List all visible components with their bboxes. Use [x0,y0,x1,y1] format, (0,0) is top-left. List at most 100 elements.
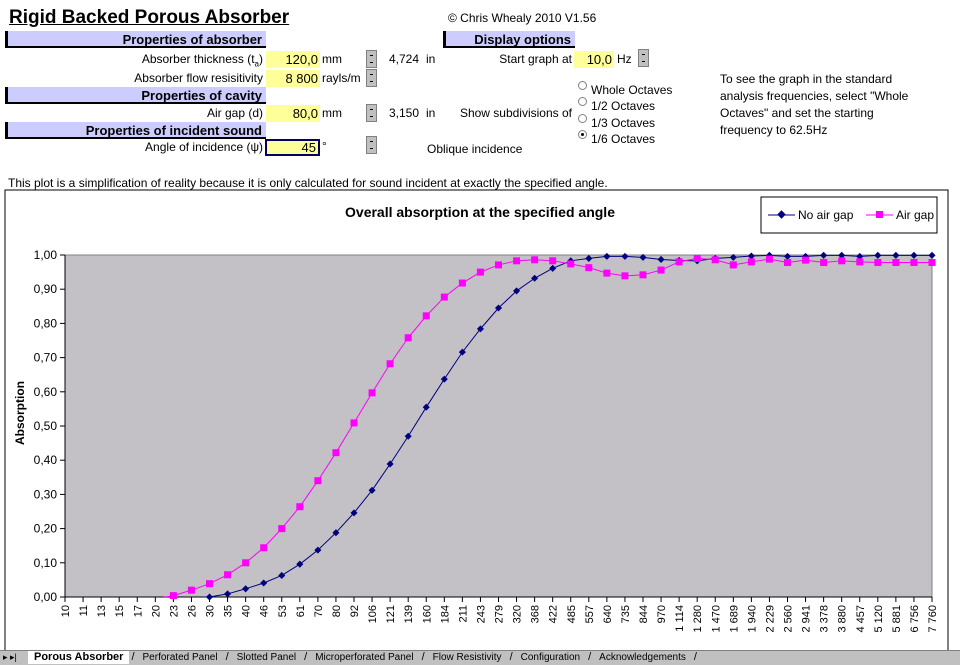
frequency-note: To see the graph in the standard analysi… [720,72,909,137]
sheet-tabs: ▸ ▸| Porous Absorber / Perforated Panel / Sl… [0,650,960,665]
radio-half-octaves[interactable]: 1/2 Octaves [578,97,655,113]
data-point-air-gap [495,261,502,269]
data-point-air-gap [910,259,918,267]
x-tick-label: 1 689 [728,605,740,633]
x-tick-label: 40 [241,605,253,617]
data-point-air-gap [585,264,593,272]
data-point-no-air-gap [314,546,322,554]
data-point-air-gap [711,256,719,264]
tab-slotted-panel[interactable]: Slotted Panel [230,651,303,664]
radio-selected-icon [578,130,587,139]
plot-area [64,254,933,598]
data-point-no-air-gap [494,304,503,312]
data-point-air-gap [747,258,755,266]
data-point-air-gap [856,258,864,266]
x-tick-label: 4 457 [855,605,867,633]
legend: No air gap Air gap [760,196,938,234]
airgap-input[interactable]: 80,0 [266,105,320,122]
airgap-inches: 3,150 [389,106,420,120]
resistivity-input[interactable]: 8 800 [266,70,320,87]
x-tick-label: 2 560 [783,605,795,633]
data-point-no-air-gap [260,579,268,587]
angle-input[interactable]: 45 [265,139,320,156]
tab-separator: / [421,651,425,663]
y-tick-label: 0,70 [34,351,58,365]
x-tick-label: 15 [114,605,126,617]
angle-spinner[interactable] [366,136,377,154]
data-point-air-gap [476,268,484,276]
tab-flow-resistivity[interactable]: Flow Resistivity [426,651,508,664]
data-point-air-gap [224,571,232,579]
x-tick-label: 1 114 [674,605,686,632]
y-tick-label: 0,50 [34,419,58,433]
data-point-no-air-gap [350,509,358,517]
x-tick-label: 1 280 [692,605,704,633]
x-tick-label: 3 880 [837,605,849,633]
data-point-air-gap [531,256,539,264]
tab-configuration[interactable]: Configuration [514,651,587,664]
x-tick-label: 422 [548,605,560,623]
x-tick-label: 279 [494,605,506,623]
tab-porous-absorber[interactable]: Porous Absorber [28,651,130,664]
x-tick-label: 17 [132,605,144,617]
tab-separator: / [509,651,513,663]
data-point-air-gap [368,389,376,397]
thickness-input[interactable]: 120,0 [266,51,320,68]
start-graph-spinner[interactable] [638,49,649,67]
resistivity-label: Absorber flow resisitivity [134,71,263,85]
x-tick-label: 80 [331,605,343,617]
x-tick-label: 5 120 [873,605,885,633]
x-tick-label: 1 470 [710,605,722,633]
resistivity-unit: rayls/m [322,71,361,85]
y-tick-label: 0,30 [34,487,58,501]
y-tick-label: 0,60 [34,385,58,399]
x-tick-label: 735 [620,605,632,623]
x-tick-label: 557 [584,605,596,623]
start-graph-unit: Hz [617,52,632,66]
tab-microperforated-panel[interactable]: Microperforated Panel [309,651,420,664]
tab-perforated-panel[interactable]: Perforated Panel [136,651,224,664]
tab-separator: / [693,651,697,663]
data-point-no-air-gap [458,348,466,356]
data-point-air-gap [567,260,575,268]
x-tick-label: 139 [403,605,415,623]
start-graph-input[interactable]: 10,0 [574,51,614,68]
tab-acknowledgements[interactable]: Acknowledgements [593,651,692,664]
header-cavity: Properties of cavity [5,87,266,104]
x-tick-label: 10 [60,605,72,617]
data-point-air-gap [675,258,683,266]
x-tick-label: 844 [638,605,650,623]
data-point-air-gap [187,586,195,594]
y-axis-title: Absorption [13,381,27,445]
data-point-air-gap [657,266,665,274]
x-tick-label: 243 [475,605,487,623]
radio-third-octaves[interactable]: 1/3 Octaves [578,114,655,130]
x-tick-label: 61 [295,605,307,617]
data-point-no-air-gap [476,325,484,333]
x-tick-label: 5 881 [891,605,903,633]
thickness-spinner[interactable] [366,50,377,68]
data-point-no-air-gap [205,593,214,601]
data-point-air-gap [802,256,810,264]
x-tick-label: 23 [168,605,180,617]
data-point-no-air-gap [513,287,521,295]
airgap-spinner[interactable] [366,104,377,122]
data-point-air-gap [169,592,177,600]
tab-scroll-icon[interactable]: ▸ ▸| [3,652,17,662]
radio-whole-octaves[interactable]: Whole Octaves [578,81,672,97]
x-tick-label: 485 [566,605,578,623]
data-point-no-air-gap [242,585,250,593]
data-point-no-air-gap [856,252,864,260]
radio-sixth-octaves[interactable]: 1/6 Octaves [578,130,655,146]
data-point-no-air-gap [386,460,394,468]
data-point-no-air-gap [838,251,846,259]
tab-separator: / [131,651,135,663]
legend-air-gap: Air gap [896,208,934,222]
incidence-mode: Oblique incidence [427,142,523,156]
disclaimer: This plot is a simplification of reality… [8,176,608,190]
x-tick-label: 30 [205,605,217,617]
data-point-no-air-gap [224,590,232,598]
resistivity-spinner[interactable] [366,69,377,87]
data-point-air-gap [928,259,936,267]
